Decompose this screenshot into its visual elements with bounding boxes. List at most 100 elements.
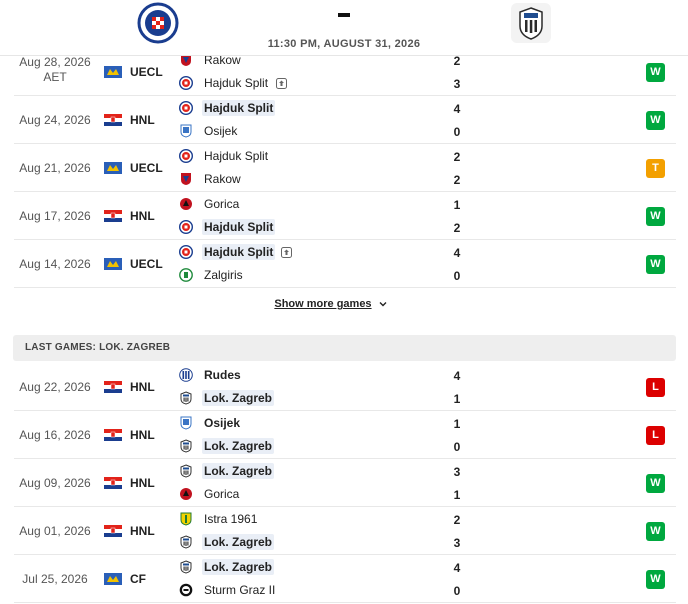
croatia-flag-icon: [104, 525, 122, 537]
osijek-crest-icon: [180, 416, 192, 430]
away-team-name: Rakow: [204, 172, 241, 186]
result-badge: W: [646, 570, 665, 589]
lok-crest-icon: [180, 439, 192, 453]
match-date: Aug 09, 2026: [19, 476, 91, 490]
home-team-name: Osijek: [204, 416, 241, 430]
show-more-games-link[interactable]: Show more games: [0, 298, 662, 310]
home-team-name: Hajduk Split: [202, 100, 276, 116]
rakow-crest-icon: [181, 173, 191, 185]
score-dash: [338, 13, 350, 17]
match-row[interactable]: Aug 01, 2026 HNL Istra 1961 Lok. Zagreb 2 3 W: [14, 507, 676, 555]
away-team-name: Sturm Graz II: [204, 583, 276, 597]
match-date: Aug 14, 2026: [19, 257, 91, 271]
away-score: 2: [453, 221, 461, 235]
hajduk-crest-icon: [179, 101, 193, 115]
hajduk-crest-icon: [179, 76, 193, 90]
hajduk-split-logo-icon[interactable]: [137, 2, 179, 44]
result-badge: L: [646, 426, 665, 445]
match-row[interactable]: Aug 09, 2026 HNL Lok. Zagreb Gorica 3 1 W: [14, 459, 676, 507]
competition-label: HNL: [130, 428, 155, 442]
home-score: 2: [453, 513, 461, 527]
home-score: 4: [453, 561, 461, 575]
away-team-name: Lok. Zagreb: [202, 438, 275, 454]
lok-crest-icon: [180, 560, 192, 574]
match-row[interactable]: Aug 16, 2026 HNL Osijek Lok. Zagreb 1 0 L: [14, 411, 676, 459]
away-team: Lok. Zagreb: [179, 532, 275, 552]
lok-crest-icon: [180, 464, 192, 478]
match-date: Jul 25, 2026: [22, 572, 88, 586]
competition-label: HNL: [130, 113, 155, 127]
away-team: Zalgiris: [179, 265, 245, 285]
croatia-flag-icon: [104, 381, 122, 393]
sturm-crest-icon: [179, 583, 193, 597]
hajduk-crest-icon: [179, 245, 193, 259]
home-team-name: Lok. Zagreb: [202, 559, 275, 575]
match-row[interactable]: Aug 17, 2026 HNL Gorica Hajduk Split 1 2 W: [14, 192, 676, 240]
match-date: Aug 28, 2026 AET: [14, 55, 96, 85]
home-team: Osijek: [179, 413, 242, 433]
match-row[interactable]: Jul 25, 2026 CF Lok. Zagreb Sturm Graz II 4 0…: [14, 555, 676, 603]
away-score: 3: [453, 536, 461, 550]
away-score: 2: [453, 173, 461, 187]
home-team-name: Istra 1961: [204, 512, 258, 526]
match-date: Aug 24, 2026: [19, 113, 91, 127]
hajduk-crest-icon: [179, 149, 193, 163]
away-score: 1: [453, 392, 461, 406]
home-team: Lok. Zagreb: [179, 557, 275, 577]
match-row[interactable]: Aug 21, 2026 UECL Hajduk Split Rakow 2 2 T: [14, 144, 676, 192]
home-score: 2: [453, 54, 461, 68]
extra-time-icon: [281, 246, 293, 258]
competition-label: HNL: [130, 476, 155, 490]
away-team-name: Hajduk Split: [202, 219, 276, 235]
away-team: Sturm Graz II: [179, 580, 277, 600]
home-team: Hajduk Split: [179, 242, 293, 262]
istra-crest-icon: [180, 512, 192, 526]
away-team-name: Lok. Zagreb: [202, 534, 275, 550]
home-team-name: Rudes: [204, 368, 241, 382]
match-row[interactable]: Aug 24, 2026 HNL Hajduk Split Osijek 4 0 W: [14, 96, 676, 144]
home-team-name: Hajduk Split: [204, 149, 269, 163]
home-team: Hajduk Split: [179, 146, 270, 166]
gorica-crest-icon: [180, 488, 192, 500]
show-more-label[interactable]: Show more games: [274, 298, 372, 310]
croatia-flag-icon: [104, 477, 122, 489]
competition-label: UECL: [130, 257, 163, 271]
rakow-crest-icon: [181, 54, 191, 66]
osijek-crest-icon: [180, 124, 192, 138]
result-badge: W: [646, 255, 665, 274]
uefa-flag-icon: [104, 573, 122, 585]
home-team: Istra 1961: [179, 509, 259, 529]
match-date: Aug 16, 2026: [19, 428, 91, 442]
away-team: Hajduk Split: [179, 217, 276, 237]
chevron-down-icon[interactable]: [378, 299, 388, 309]
result-badge: L: [646, 378, 665, 397]
away-team-name: Gorica: [204, 487, 240, 501]
away-team: Osijek: [179, 121, 239, 141]
home-team: Hajduk Split: [179, 98, 276, 118]
match-date: Aug 01, 2026: [19, 524, 91, 538]
away-score: 1: [453, 488, 461, 502]
result-badge: W: [646, 63, 665, 82]
match-row[interactable]: Aug 14, 2026 UECL Hajduk Split Zalgiris 4 0 W: [14, 240, 676, 288]
result-badge: W: [646, 111, 665, 130]
away-team: Gorica: [179, 484, 241, 504]
result-badge: W: [646, 207, 665, 226]
section-header-lok-zagreb: LAST GAMES: LOK. ZAGREB: [13, 335, 676, 361]
result-badge: W: [646, 474, 665, 493]
lok-crest-icon: [180, 535, 192, 549]
uefa-flag-icon: [104, 66, 122, 78]
home-score: 1: [453, 417, 461, 431]
section-title: LAST GAMES: LOK. ZAGREB: [25, 342, 171, 353]
lok-zagreb-logo-icon[interactable]: [510, 2, 552, 44]
uefa-flag-icon: [104, 258, 122, 270]
competition-label: HNL: [130, 380, 155, 394]
competition-label: HNL: [130, 209, 155, 223]
gorica-crest-icon: [180, 198, 192, 210]
away-score: 3: [453, 77, 461, 91]
away-team: Hajduk Split: [179, 73, 288, 93]
lok-crest-icon: [180, 391, 192, 405]
extra-time-note: AET: [43, 70, 67, 84]
match-row[interactable]: Aug 22, 2026 HNL Rudes Lok. Zagreb 4 1 L: [14, 363, 676, 411]
match-row[interactable]: Aug 28, 2026 AET UECL Rakow Hajduk Split 2 3 W: [14, 48, 676, 96]
rudes-crest-icon: [179, 368, 193, 382]
